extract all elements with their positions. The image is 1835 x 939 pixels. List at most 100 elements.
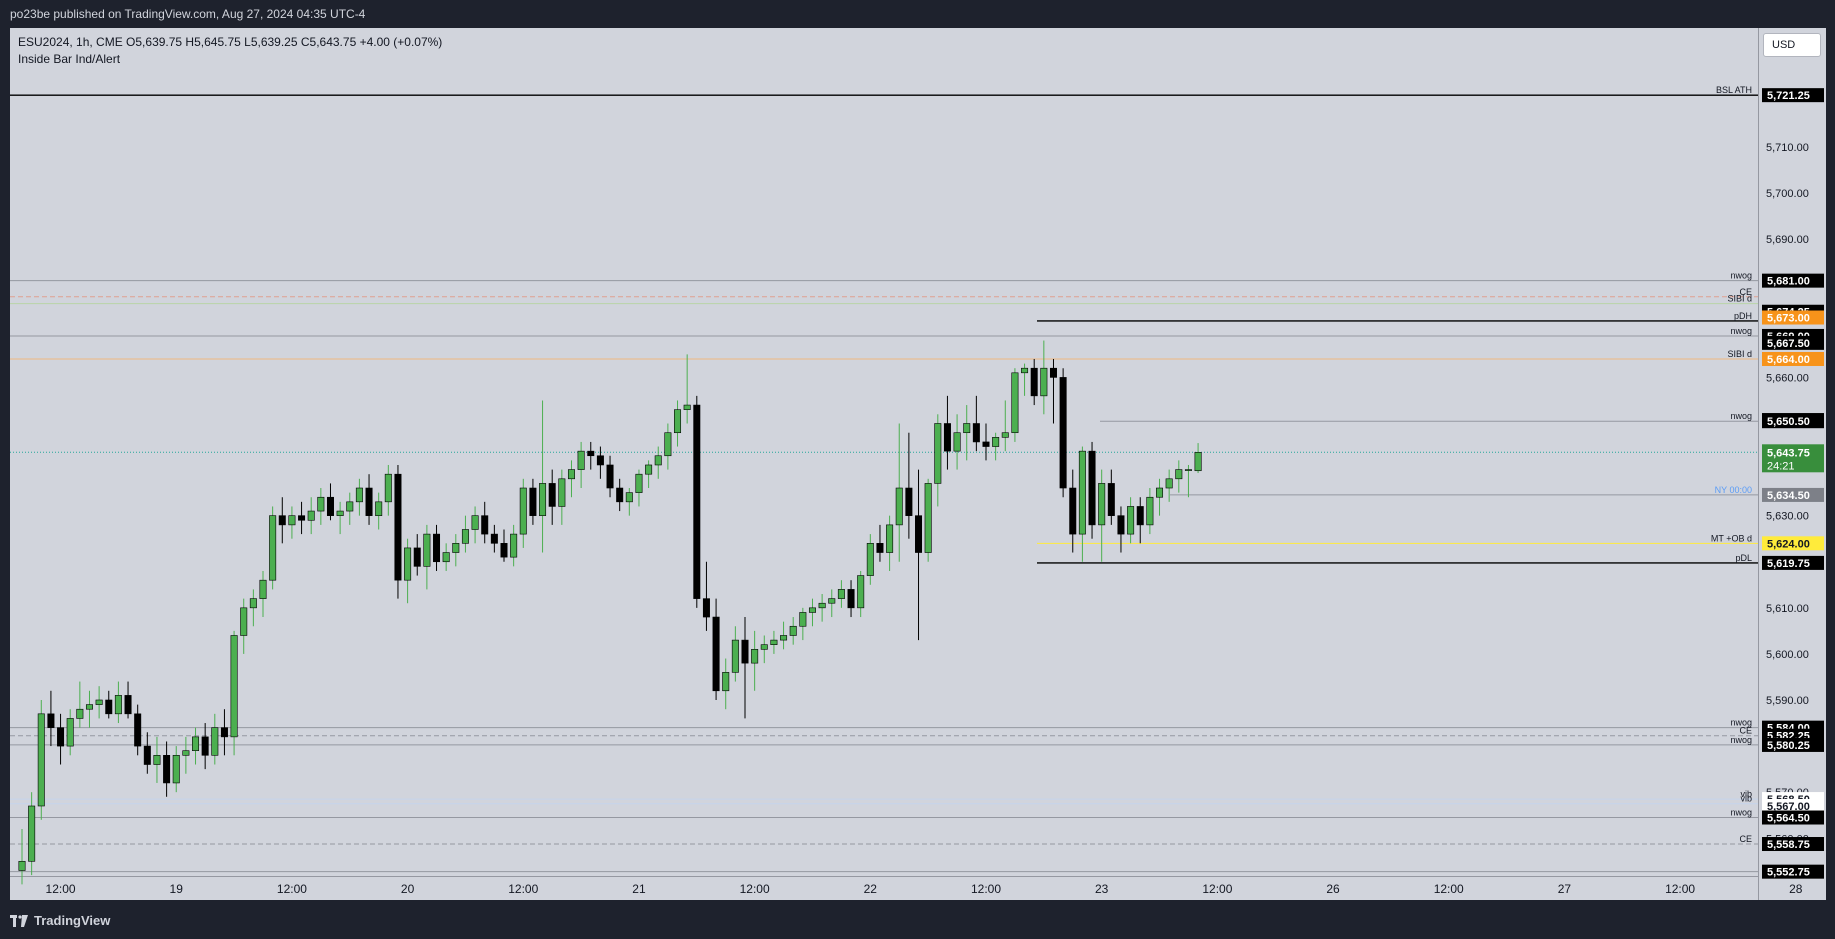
candle-down (298, 515, 306, 521)
y-tick-label: 5,710.00 (1766, 142, 1809, 154)
candle-up (645, 464, 653, 475)
candle-down (1049, 367, 1057, 378)
candle-up (519, 487, 527, 535)
candle-down (1088, 450, 1096, 526)
candle-down (490, 533, 498, 544)
candle-up (192, 736, 200, 751)
brand-label: TradingView (34, 913, 111, 928)
tradingview-brand[interactable]: TradingView (10, 913, 110, 928)
bottom-bar (0, 900, 1835, 939)
candle-up (288, 515, 296, 526)
candle-down (596, 455, 604, 466)
candle-down (1030, 367, 1038, 397)
candle-down (741, 639, 749, 664)
candle-up (1156, 487, 1164, 498)
candle-down (693, 404, 701, 599)
candle-down (712, 616, 720, 692)
candle-up (336, 510, 344, 516)
price-tag (1762, 798, 1824, 813)
candle-up (404, 547, 412, 581)
candle-up (558, 478, 566, 507)
candle-down (105, 699, 113, 715)
price-tag-label: 5,634.50 (1767, 490, 1810, 502)
candle-down (124, 695, 132, 715)
price-tag-label: 5,564.50 (1767, 813, 1810, 825)
level-label: BSL ATH (1716, 85, 1752, 95)
candle-up (664, 432, 672, 457)
price-tag (1762, 536, 1824, 551)
level-label: nwog (1730, 411, 1752, 421)
candle-down (587, 450, 595, 457)
price-tag-label: 5,664.00 (1767, 354, 1810, 366)
price-tag (1762, 837, 1824, 852)
candle-down (433, 533, 441, 563)
candle-up (963, 423, 971, 434)
y-tick-label: 5,690.00 (1766, 234, 1809, 246)
symbol-ohlc-line[interactable]: ESU2024, 1h, CME O5,639.75 H5,645.75 L5,… (18, 35, 443, 49)
candle-down (1117, 515, 1125, 535)
candle-up (269, 515, 277, 581)
candle-up (731, 639, 739, 673)
candle-down (606, 464, 614, 489)
candle-up (760, 644, 768, 650)
candle-down (413, 547, 421, 567)
candle-down (220, 727, 228, 738)
price-tag (1762, 737, 1824, 752)
candle-up (18, 860, 26, 871)
candle-down (57, 727, 65, 747)
candle-down (915, 515, 923, 553)
candle-up (259, 579, 267, 599)
x-tick-label: 27 (1558, 882, 1572, 896)
y-tick-label: 5,700.00 (1766, 188, 1809, 200)
candle-up (722, 672, 730, 692)
tradingview-logo-icon (10, 914, 28, 927)
candle-up (1146, 496, 1154, 526)
x-tick-label: 12:00 (277, 882, 307, 896)
candle-up (211, 727, 219, 756)
candle-up (1078, 450, 1086, 535)
level-label: nwog (1730, 326, 1752, 336)
candle-down (134, 713, 142, 747)
candle-up (683, 404, 691, 410)
candle-up (625, 492, 633, 503)
chart-pane[interactable] (10, 28, 1758, 900)
x-tick-label: 26 (1326, 882, 1340, 896)
level-label: nwog (1730, 808, 1752, 818)
level-label: CE (1739, 834, 1752, 844)
level-label: CE (1739, 726, 1752, 736)
price-tag (1762, 555, 1824, 570)
candle-up (577, 450, 585, 470)
candle-up (934, 423, 942, 484)
candle-down (982, 441, 990, 447)
candle-down (163, 754, 171, 784)
candle-down (529, 487, 537, 516)
level-label: vib (1740, 789, 1752, 799)
indicator-name[interactable]: Inside Bar Ind/Alert (18, 52, 121, 66)
y-tick-label: 5,610.00 (1766, 603, 1809, 615)
level-label: nwog (1730, 735, 1752, 745)
candle-up (895, 487, 903, 526)
candle-up (452, 543, 460, 553)
candle-up (307, 510, 315, 521)
price-tag (1762, 310, 1824, 325)
candle-down (905, 487, 913, 516)
price-tag (1762, 810, 1824, 825)
candle-up (510, 533, 518, 558)
x-tick-label: 23 (1095, 882, 1109, 896)
candle-up (1040, 367, 1048, 397)
price-tag-label: 5,681.00 (1767, 276, 1810, 288)
candle-up (567, 469, 575, 480)
candle-up (37, 713, 45, 807)
level-label: MT +OB d (1711, 533, 1752, 543)
last-price-tag (1762, 444, 1824, 473)
level-label: vib (1740, 794, 1752, 804)
price-tag-label: 5,558.75 (1767, 839, 1810, 851)
level-label: CE (1739, 287, 1752, 297)
price-tag-label: 5,624.00 (1767, 538, 1810, 550)
candle-up (153, 754, 161, 765)
currency-button[interactable]: USD (1763, 33, 1821, 57)
candle-up (375, 501, 383, 516)
candle-down (847, 589, 855, 609)
time-axis[interactable] (10, 876, 1758, 901)
candle-up (1021, 367, 1029, 374)
